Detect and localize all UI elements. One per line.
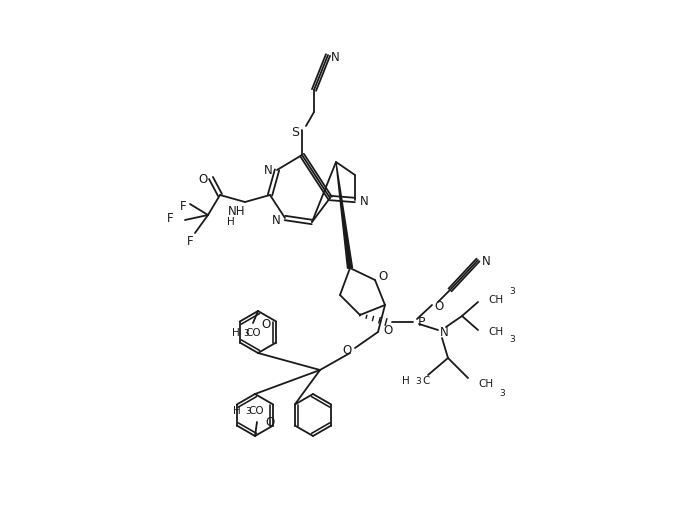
Text: 3: 3 (415, 376, 421, 385)
Text: P: P (417, 317, 425, 330)
Text: F: F (166, 212, 173, 225)
Text: F: F (180, 200, 187, 213)
Text: N: N (440, 326, 448, 339)
Text: C: C (422, 376, 429, 386)
Text: O: O (434, 301, 443, 314)
Polygon shape (336, 162, 352, 268)
Text: N: N (331, 50, 340, 63)
Text: H: H (227, 217, 235, 227)
Text: O: O (262, 318, 271, 332)
Text: O: O (265, 415, 275, 428)
Text: 3: 3 (509, 335, 515, 345)
Text: H: H (233, 406, 241, 416)
Text: 3: 3 (243, 329, 249, 337)
Text: 3: 3 (509, 288, 515, 296)
Text: CO: CO (245, 328, 261, 338)
Text: S: S (291, 125, 299, 138)
Text: CH: CH (489, 327, 504, 337)
Text: 3: 3 (245, 407, 251, 415)
Text: N: N (264, 163, 272, 176)
Text: N: N (360, 194, 368, 207)
Text: O: O (198, 173, 207, 186)
Text: H: H (402, 376, 410, 386)
Text: CH: CH (489, 295, 504, 305)
Text: F: F (187, 235, 193, 248)
Text: N: N (482, 254, 491, 267)
Text: N: N (271, 214, 280, 227)
Text: H: H (232, 328, 240, 338)
Text: O: O (383, 323, 393, 336)
Text: CH: CH (478, 379, 493, 389)
Text: O: O (379, 270, 388, 283)
Text: NH: NH (228, 204, 246, 217)
Text: CO: CO (248, 406, 264, 416)
Text: O: O (342, 344, 351, 357)
Text: 3: 3 (499, 388, 505, 397)
